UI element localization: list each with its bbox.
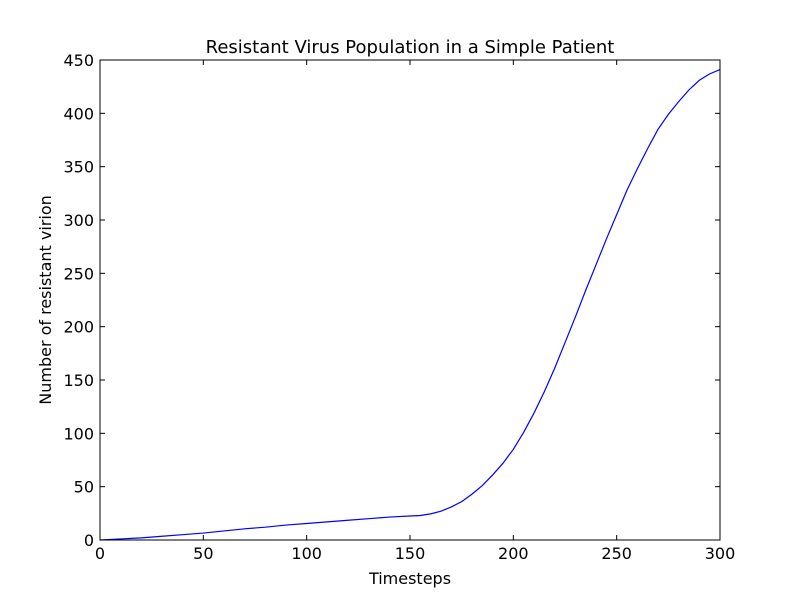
x-tick-label: 250 bbox=[601, 544, 632, 563]
x-tick-label: 200 bbox=[498, 544, 529, 563]
y-tick-label: 450 bbox=[63, 51, 94, 70]
plot-area: 0 50 100 150 200 250 300 0 50 100 150 200 250 300 350 4… bbox=[63, 51, 735, 563]
y-tick-label: 200 bbox=[63, 318, 94, 337]
y-tick-label: 300 bbox=[63, 211, 94, 230]
x-tick-label: 300 bbox=[705, 544, 736, 563]
y-tick-label: 100 bbox=[63, 424, 94, 443]
x-tick-label: 0 bbox=[95, 544, 105, 563]
x-axis-label: Timesteps bbox=[368, 569, 451, 588]
chart-title: Resistant Virus Population in a Simple P… bbox=[206, 37, 615, 58]
y-tick-label: 350 bbox=[63, 158, 94, 177]
data-line bbox=[99, 69, 721, 541]
x-tick-label: 150 bbox=[395, 544, 426, 563]
y-tick-label: 250 bbox=[63, 264, 94, 283]
x-tick-label: 50 bbox=[193, 544, 213, 563]
x-tick-label: 100 bbox=[291, 544, 322, 563]
y-tick-label: 400 bbox=[63, 104, 94, 123]
y-tick-label: 50 bbox=[74, 478, 94, 497]
axes-frame bbox=[99, 59, 721, 541]
y-tick-label: 0 bbox=[84, 531, 94, 550]
y-axis-label: Number of resistant virion bbox=[36, 195, 55, 405]
y-tick-label: 150 bbox=[63, 371, 94, 390]
